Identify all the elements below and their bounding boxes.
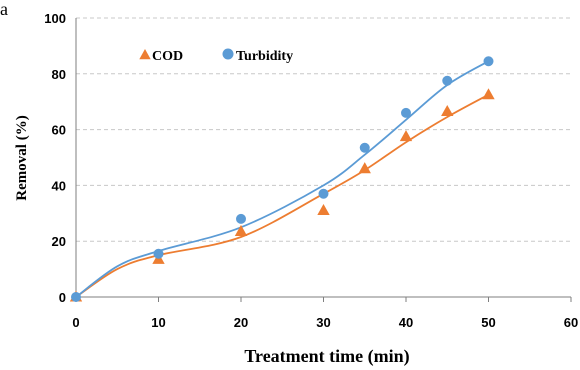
cod-point <box>441 104 454 117</box>
cod-point <box>482 88 495 100</box>
y-tick-label-0: 0 <box>59 290 66 305</box>
cod-point <box>358 162 371 174</box>
y-tick-labels: 0 20 40 60 80 100 <box>44 11 66 305</box>
turbidity-point <box>236 213 246 224</box>
legend-cod-label: COD <box>152 49 183 64</box>
axes <box>75 18 572 302</box>
fit-curve-turbidity <box>75 60 489 298</box>
x-tick-labels: 0 10 20 30 40 50 60 <box>72 315 578 330</box>
x-tick-label-0: 0 <box>72 315 79 330</box>
y-axis-title: Removal (%) <box>14 115 30 200</box>
fit-curves <box>75 60 489 298</box>
x-tick-label-10: 10 <box>151 315 165 330</box>
y-tick-label-100: 100 <box>44 11 66 26</box>
turbidity-point <box>442 75 453 86</box>
turbidity-point <box>318 188 329 199</box>
turbidity-point <box>71 292 81 302</box>
turbidity-point <box>483 56 494 67</box>
y-tick-label-60: 60 <box>52 123 66 138</box>
panel-label: a <box>0 0 8 19</box>
fit-curve-cod <box>75 93 489 298</box>
y-tick-label-40: 40 <box>52 178 66 193</box>
x-tick-label-40: 40 <box>399 315 413 330</box>
cod-point <box>399 130 413 142</box>
x-tick-label-20: 20 <box>234 315 248 330</box>
legend: COD Turbidity <box>139 48 293 64</box>
turbidity-point <box>401 107 411 118</box>
y-tick-label-80: 80 <box>52 67 66 82</box>
legend-cod-marker <box>139 49 151 60</box>
x-tick-label-60: 60 <box>564 315 578 330</box>
x-axis-title: Treatment time (min) <box>244 346 409 367</box>
y-tick-label-20: 20 <box>52 234 66 249</box>
legend-turbidity-marker <box>222 48 234 60</box>
x-tick-label-50: 50 <box>481 315 495 330</box>
x-tick-label-30: 30 <box>316 315 330 330</box>
legend-turbidity-label: Turbidity <box>236 49 293 64</box>
cod-point <box>317 204 330 216</box>
cod-point <box>234 224 248 236</box>
turbidity-point <box>359 142 370 153</box>
turbidity-point <box>153 248 164 259</box>
data-points <box>69 56 495 302</box>
